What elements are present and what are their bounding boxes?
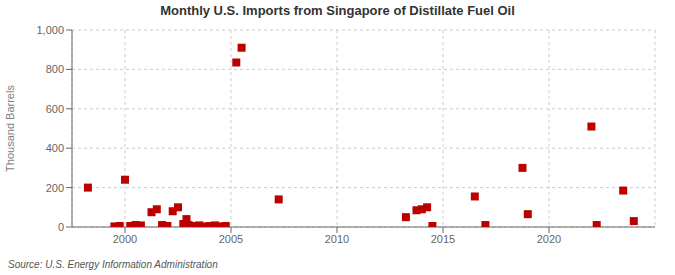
svg-text:2015: 2015 (431, 233, 455, 245)
svg-text:Thousand Barrels: Thousand Barrels (8, 85, 16, 172)
svg-text:400: 400 (46, 142, 64, 154)
svg-text:600: 600 (46, 103, 64, 115)
html-text:Monthly U.S. Imports from Sing: Monthly U.S. Imports from Singapore of D… (160, 3, 515, 18)
svg-text:2020: 2020 (537, 233, 561, 245)
svg-text:2010: 2010 (325, 233, 349, 245)
svg-text:0: 0 (58, 221, 64, 233)
html-text:Source: U.S. Energy Informatio: Source: U.S. Energy Information Administ… (8, 259, 218, 270)
svg-text:200: 200 (46, 182, 64, 194)
svg-text:1,000: 1,000 (36, 24, 64, 36)
svg-text:2005: 2005 (219, 233, 243, 245)
svg-text:2000: 2000 (113, 233, 137, 245)
svg-text:800: 800 (46, 63, 64, 75)
